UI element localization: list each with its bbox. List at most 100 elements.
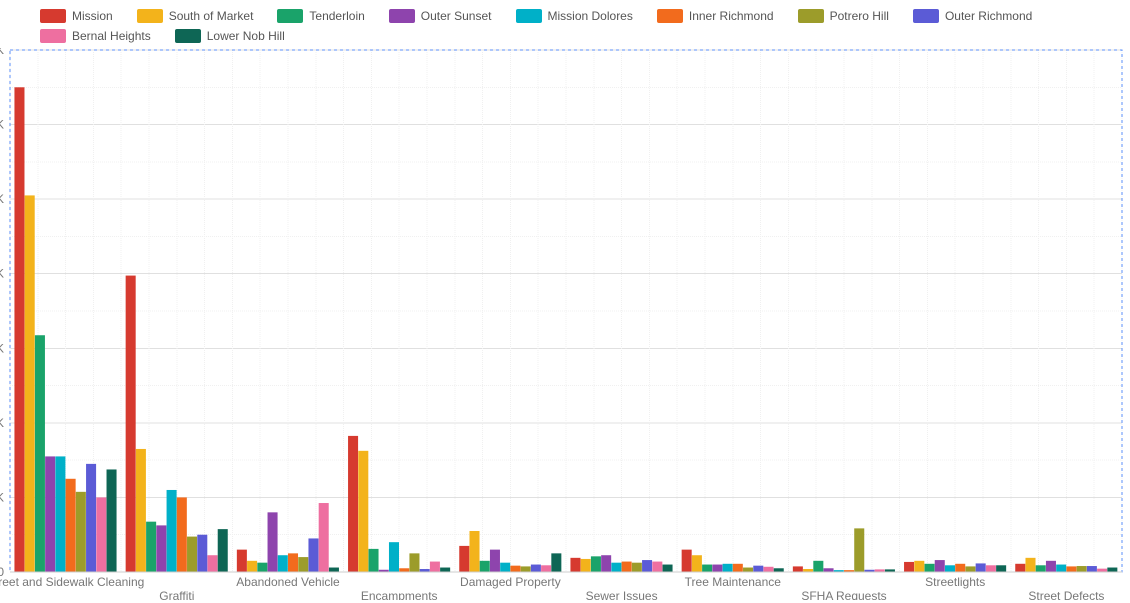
bar[interactable] [86,464,96,572]
bar[interactable] [793,566,803,572]
bar[interactable] [278,555,288,572]
bar[interactable] [430,562,440,572]
legend-item[interactable]: Potrero Hill [798,6,889,26]
bar[interactable] [986,565,996,572]
bar[interactable] [763,567,773,572]
bar[interactable] [935,560,945,572]
bar[interactable] [187,537,197,572]
bar[interactable] [409,553,419,572]
legend-item[interactable]: Mission Dolores [516,6,633,26]
bar[interactable] [702,565,712,572]
bar[interactable] [399,568,409,572]
bar[interactable] [521,566,531,572]
bar[interactable] [712,565,722,572]
bar[interactable] [298,557,308,572]
bar[interactable] [682,550,692,572]
legend-item[interactable]: Mission [40,6,113,26]
bar[interactable] [156,525,166,572]
bar[interactable] [107,469,117,572]
legend-item[interactable]: South of Market [137,6,254,26]
bar[interactable] [824,568,834,572]
bar[interactable] [723,564,733,572]
bar[interactable] [500,563,510,572]
bar[interactable] [570,558,580,572]
bar[interactable] [632,563,642,572]
bar[interactable] [743,568,753,572]
bar[interactable] [1066,566,1076,572]
bar[interactable] [45,456,55,572]
bar[interactable] [288,553,298,572]
bar[interactable] [247,561,257,572]
bar[interactable] [854,528,864,572]
legend-item[interactable]: Outer Richmond [913,6,1032,26]
bar[interactable] [591,556,601,572]
bar[interactable] [1036,565,1046,572]
legend-item[interactable]: Tenderloin [277,6,364,26]
bar[interactable] [268,512,278,572]
bar[interactable] [1097,569,1107,572]
bar[interactable] [976,563,986,572]
bar[interactable] [541,565,551,572]
bar[interactable] [66,479,76,572]
bar[interactable] [329,568,339,572]
bar[interactable] [601,555,611,572]
bar[interactable] [611,563,621,572]
bar[interactable] [308,538,318,572]
bar[interactable] [389,542,399,572]
bar[interactable] [1087,566,1097,572]
bar[interactable] [257,563,267,572]
bar[interactable] [531,565,541,572]
bar[interactable] [14,87,24,572]
bar[interactable] [167,490,177,572]
bar[interactable] [813,561,823,572]
bar[interactable] [965,566,975,572]
bar[interactable] [348,436,358,572]
bar[interactable] [733,564,743,572]
bar[interactable] [1056,565,1066,572]
bar[interactable] [925,564,935,572]
bar[interactable] [237,550,247,572]
bar[interactable] [207,555,217,572]
bar[interactable] [358,451,368,572]
bar[interactable] [642,560,652,572]
bar[interactable] [146,522,156,572]
bar[interactable] [76,492,86,572]
bar[interactable] [459,546,469,572]
bar[interactable] [319,503,329,572]
bar[interactable] [480,561,490,572]
legend-item[interactable]: Outer Sunset [389,6,492,26]
bar[interactable] [490,550,500,572]
bar[interactable] [774,568,784,572]
bar[interactable] [55,456,65,572]
bar[interactable] [96,497,106,572]
bar[interactable] [1077,566,1087,572]
bar[interactable] [1025,558,1035,572]
bar[interactable] [469,531,479,572]
bar[interactable] [197,535,207,572]
bar[interactable] [904,562,914,572]
bar[interactable] [663,565,673,572]
legend-item[interactable]: Lower Nob Hill [175,26,285,46]
bar[interactable] [126,276,136,572]
legend-item[interactable]: Inner Richmond [657,6,774,26]
bar[interactable] [510,566,520,572]
bar[interactable] [996,565,1006,572]
bar[interactable] [622,562,632,572]
bar[interactable] [440,568,450,572]
bar[interactable] [945,565,955,572]
bar[interactable] [177,497,187,572]
bar[interactable] [652,562,662,572]
bar[interactable] [551,553,561,572]
bar[interactable] [692,555,702,572]
bar[interactable] [35,335,45,572]
bar[interactable] [1107,568,1117,572]
bar[interactable] [136,449,146,572]
bar[interactable] [1046,561,1056,572]
bar[interactable] [25,195,35,572]
bar[interactable] [369,549,379,572]
bar[interactable] [1015,564,1025,572]
bar[interactable] [753,566,763,572]
bar[interactable] [955,564,965,572]
legend-item[interactable]: Bernal Heights [40,26,151,46]
bar[interactable] [581,559,591,572]
